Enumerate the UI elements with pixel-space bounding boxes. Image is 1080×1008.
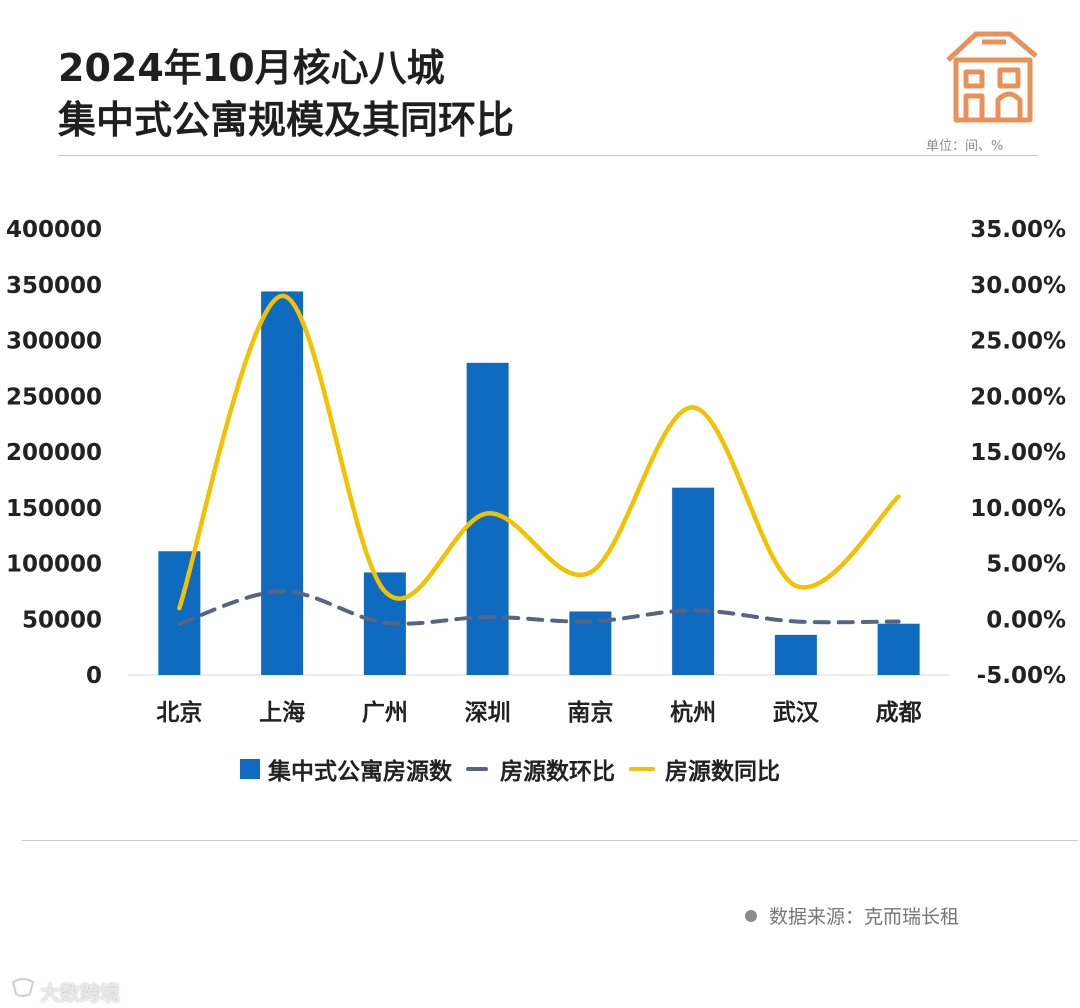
legend-yoy-swatch [629, 767, 655, 771]
right-tick-label: -5.00% [977, 663, 1066, 689]
right-tick-label: 25.00% [970, 329, 1066, 355]
source-note: 数据来源：克而瑞长租 [745, 902, 959, 929]
bottom-divider [22, 840, 1078, 841]
right-tick-label: 35.00% [970, 217, 1066, 243]
brand-logo-icon [11, 978, 35, 997]
legend-item-bar: 集中式公寓房源数 [240, 752, 452, 786]
legend-mom-label: 房源数环比 [500, 759, 615, 785]
right-tick-label: 10.00% [970, 496, 1066, 522]
legend-yoy-label: 房源数同比 [665, 759, 780, 785]
bullet-dot [745, 909, 757, 922]
unit-label: 单位：间、% [926, 139, 1004, 154]
left-tick-label: 300000 [6, 329, 102, 355]
bar-杭州 [672, 487, 715, 675]
title-line-2: 集中式公寓规模及其同环比 [58, 98, 515, 142]
left-tick-label: 150000 [6, 496, 102, 522]
left-tick-label: 100000 [6, 552, 102, 578]
source-text: 数据来源：克而瑞长租 [769, 906, 960, 928]
title-line-1: 2024年10月核心八城 [58, 46, 445, 90]
legend-item-mom: 房源数环比 [466, 752, 615, 786]
right-tick-label: 20.00% [970, 384, 1066, 410]
legend-mom-swatch [466, 767, 488, 771]
bar-上海 [261, 291, 304, 675]
category-label: 上海 [259, 699, 305, 726]
category-label: 成都 [876, 700, 922, 726]
left-tick-label: 0 [86, 663, 102, 689]
chart-area: 0 50000 100000 150000 200000 250000 300000 3500… [6, 217, 1066, 726]
left-tick-label: 400000 [6, 217, 102, 243]
left-tick-label: 250000 [6, 384, 102, 410]
category-label: 杭州 [670, 699, 716, 726]
left-tick-label: 200000 [6, 440, 102, 466]
right-tick-label: 5.00% [986, 552, 1066, 578]
chart-title: 2024年10月核心八城 集中式公寓规模及其同环比 [58, 42, 514, 146]
bar-北京 [158, 551, 201, 675]
bar-成都 [877, 623, 920, 675]
top-divider [58, 155, 1038, 156]
yoy-series-line [177, 293, 901, 611]
category-label: 南京 [567, 699, 613, 726]
x-axis-categories: 北京 上海 广州 深圳 南京 杭州 武汉 成都 [156, 699, 921, 726]
right-tick-label: 0.00% [986, 607, 1066, 633]
legend-item-yoy: 房源数同比 [629, 752, 780, 786]
brand-watermark: 大数跨境 [40, 981, 120, 1005]
mom-series-line [177, 589, 901, 626]
legend-bar-label: 集中式公寓房源数 [268, 759, 452, 785]
left-axis: 0 50000 100000 150000 200000 250000 300000 3500… [6, 217, 102, 689]
bar-武汉 [774, 634, 817, 675]
bar-series [158, 291, 920, 675]
category-label: 武汉 [773, 700, 820, 726]
right-axis: -5.00% 0.00% 5.00% 10.00% 15.00% 20.00% 25.00%… [970, 217, 1066, 689]
house-icon [946, 31, 1038, 123]
category-label: 广州 [362, 699, 408, 726]
left-tick-label: 50000 [22, 607, 102, 633]
right-tick-label: 15.00% [970, 440, 1066, 466]
left-tick-label: 350000 [6, 273, 102, 299]
category-label: 北京 [156, 699, 202, 726]
category-label: 深圳 [465, 700, 511, 726]
right-tick-label: 30.00% [970, 273, 1066, 299]
legend: 集中式公寓房源数 房源数环比 房源数同比 [240, 752, 794, 786]
legend-bar-swatch [240, 759, 260, 779]
